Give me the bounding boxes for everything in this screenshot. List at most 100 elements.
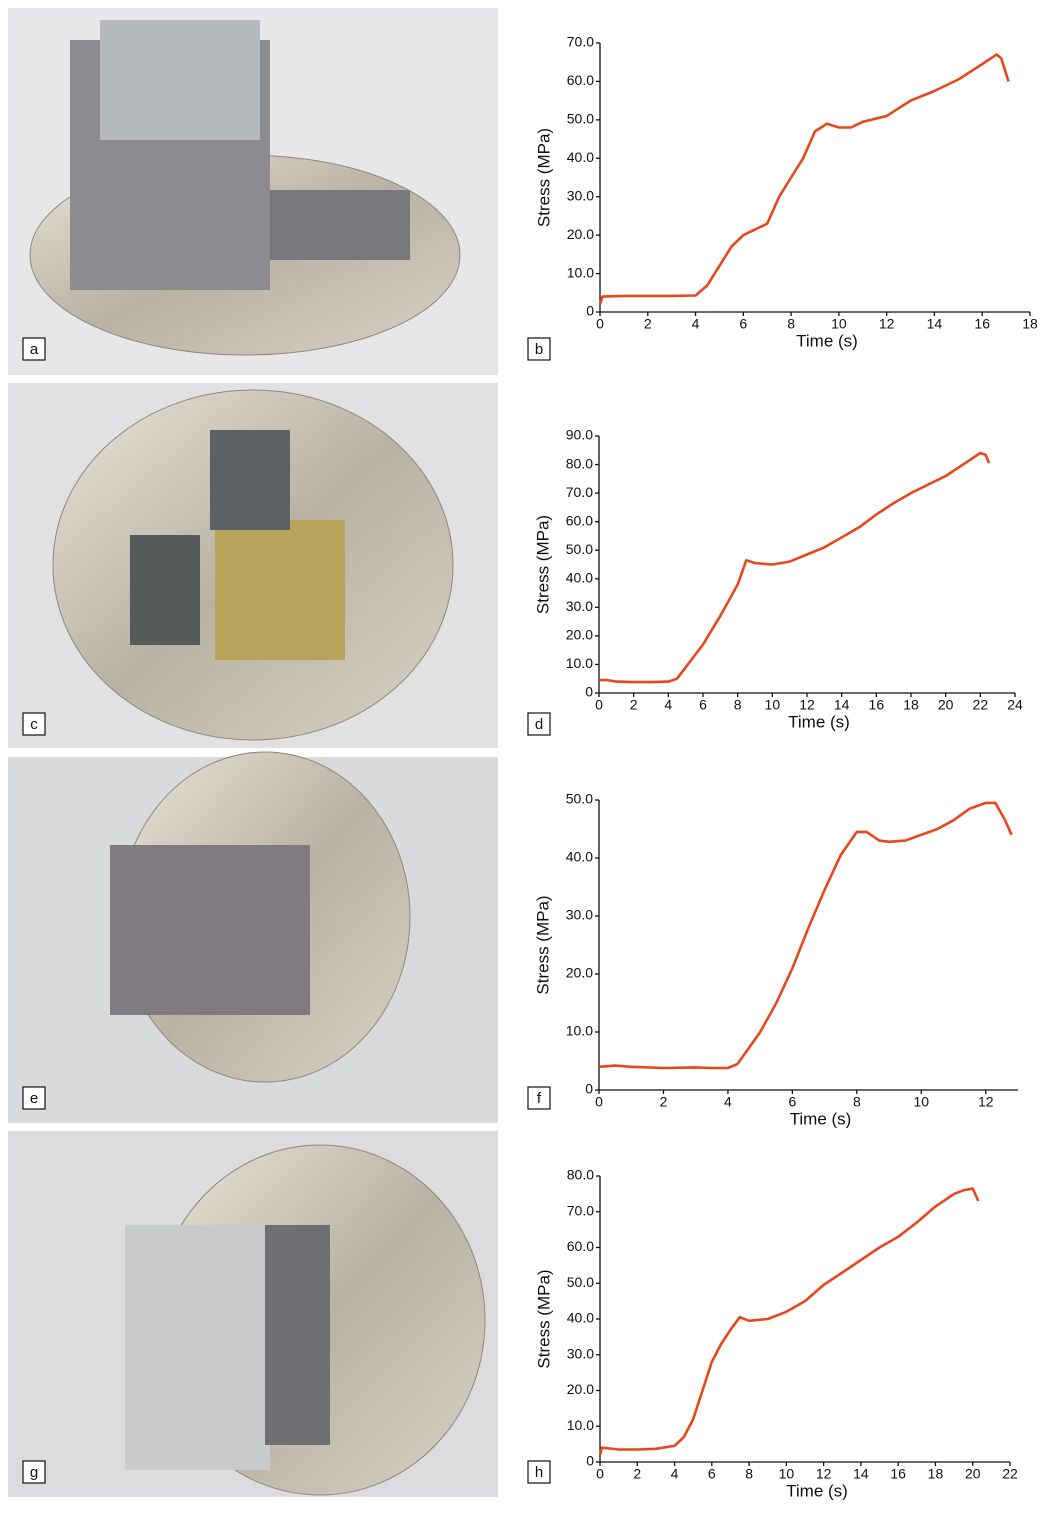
y-tick-label: 30.0	[566, 907, 593, 923]
y-tick-label: 40.0	[567, 149, 594, 165]
x-tick-label: 24	[1007, 697, 1023, 713]
x-axis-label: Time (s)	[786, 1481, 848, 1500]
x-axis-label: Time (s)	[790, 1109, 852, 1128]
y-tick-label: 50.0	[567, 1274, 594, 1290]
y-tick-label: 70.0	[567, 34, 594, 50]
y-tick-label: 40.0	[566, 569, 593, 585]
y-tick-label: 60.0	[566, 512, 593, 528]
x-tick-label: 2	[660, 1094, 668, 1110]
photo-g	[8, 1131, 498, 1497]
x-tick-label: 18	[1022, 316, 1038, 332]
y-tick-label: 50.0	[567, 111, 594, 127]
panel-label-box	[22, 1460, 46, 1484]
y-tick-label: 20.0	[566, 965, 593, 981]
panel-label: e	[30, 1090, 38, 1107]
x-tick-label: 10	[779, 1466, 795, 1482]
x-tick-label: 14	[853, 1466, 869, 1482]
x-tick-label: 14	[834, 697, 850, 713]
panel-label: c	[30, 716, 38, 733]
x-tick-label: 2	[633, 1466, 641, 1482]
panel-label-box	[22, 1086, 46, 1110]
y-tick-label: 0	[586, 1453, 594, 1469]
x-tick-label: 2	[644, 316, 652, 332]
y-tick-label: 80.0	[566, 455, 593, 471]
stress-line	[598, 801, 1013, 1070]
x-tick-label: 12	[978, 1094, 994, 1110]
panel-label-box	[527, 337, 551, 361]
panel-label: h	[535, 1464, 543, 1481]
x-tick-label: 0	[595, 1094, 603, 1110]
x-tick-label: 8	[853, 1094, 861, 1110]
x-tick-label: 18	[903, 697, 919, 713]
x-tick-label: 20	[938, 697, 954, 713]
x-tick-label: 6	[788, 1094, 796, 1110]
stress-line	[598, 1187, 980, 1456]
y-tick-label: 30.0	[567, 1345, 594, 1361]
x-tick-label: 20	[965, 1466, 981, 1482]
x-tick-label: 0	[595, 697, 603, 713]
x-tick-label: 6	[739, 316, 747, 332]
x-tick-label: 16	[869, 697, 885, 713]
photo-c	[8, 383, 498, 748]
x-tick-label: 2	[630, 697, 638, 713]
panel-label: a	[30, 341, 39, 358]
panel-label-box	[22, 337, 46, 361]
panel-label: b	[535, 341, 543, 358]
y-axis-label: Stress (MPa)	[534, 1269, 553, 1368]
y-axis-label: Stress (MPa)	[533, 515, 552, 614]
y-tick-label: 80.0	[567, 1167, 594, 1183]
x-axis-label: Time (s)	[796, 331, 858, 350]
panel-label-box	[527, 712, 551, 736]
x-tick-label: 16	[890, 1466, 906, 1482]
x-tick-label: 14	[927, 316, 943, 332]
x-tick-label: 12	[799, 697, 815, 713]
panel-label: g	[30, 1464, 38, 1481]
y-tick-label: 40.0	[566, 849, 593, 865]
y-axis-label: Stress (MPa)	[533, 895, 552, 994]
y-tick-label: 50.0	[566, 791, 593, 807]
y-tick-label: 0	[586, 303, 594, 319]
x-tick-label: 12	[816, 1466, 832, 1482]
y-tick-label: 70.0	[567, 1202, 594, 1218]
y-tick-label: 20.0	[566, 627, 593, 643]
x-tick-label: 0	[596, 1466, 604, 1482]
y-tick-label: 30.0	[567, 187, 594, 203]
y-tick-label: 10.0	[567, 1417, 594, 1433]
y-tick-label: 20.0	[567, 1381, 594, 1397]
stress-line	[598, 53, 1010, 305]
y-tick-label: 60.0	[567, 1238, 594, 1254]
x-tick-label: 12	[879, 316, 895, 332]
x-tick-label: 16	[974, 316, 990, 332]
panel-label-box	[22, 712, 46, 736]
x-tick-label: 6	[699, 697, 707, 713]
x-tick-label: 4	[671, 1466, 679, 1482]
x-tick-label: 8	[734, 697, 742, 713]
y-tick-label: 70.0	[566, 484, 593, 500]
x-tick-label: 4	[664, 697, 672, 713]
y-tick-label: 20.0	[567, 226, 594, 242]
x-tick-label: 22	[973, 697, 989, 713]
y-tick-label: 40.0	[567, 1310, 594, 1326]
y-tick-label: 90.0	[566, 427, 593, 443]
stress-line	[599, 451, 991, 684]
y-tick-label: 10.0	[566, 655, 593, 671]
x-tick-label: 10	[765, 697, 781, 713]
photo-a	[8, 8, 498, 375]
x-tick-label: 22	[1002, 1466, 1018, 1482]
x-tick-label: 6	[708, 1466, 716, 1482]
y-tick-label: 30.0	[566, 598, 593, 614]
y-tick-label: 10.0	[567, 264, 594, 280]
x-tick-label: 18	[928, 1466, 944, 1482]
y-tick-label: 10.0	[566, 1023, 593, 1039]
y-axis-label: Stress (MPa)	[534, 128, 553, 227]
x-tick-label: 8	[745, 1466, 753, 1482]
panel-label-box	[527, 1460, 551, 1484]
panel-label-box	[527, 1086, 551, 1110]
x-tick-label: 4	[692, 316, 700, 332]
x-tick-label: 8	[787, 316, 795, 332]
panel-label: f	[537, 1090, 542, 1107]
x-tick-label: 4	[724, 1094, 732, 1110]
y-tick-label: 0	[585, 684, 593, 700]
x-tick-label: 0	[596, 316, 604, 332]
x-tick-label: 10	[831, 316, 847, 332]
